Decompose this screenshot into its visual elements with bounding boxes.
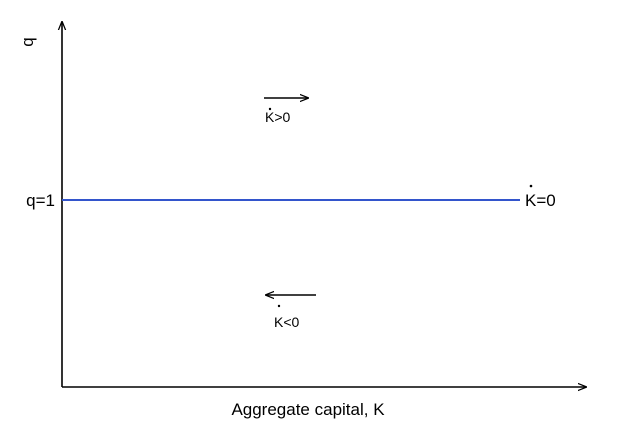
k-dot-above — [268, 107, 272, 111]
x-axis-label: Aggregate capital, K — [231, 400, 385, 419]
steady-state-right-label: K=0 — [525, 191, 556, 210]
region-above-label: K>0 — [265, 109, 291, 125]
k-dot-steady — [529, 184, 533, 188]
region-below-label: K<0 — [274, 314, 300, 330]
steady-state-left-label: q=1 — [26, 191, 55, 210]
y-axis-label: q — [18, 37, 37, 46]
k-dot-below — [277, 304, 281, 308]
